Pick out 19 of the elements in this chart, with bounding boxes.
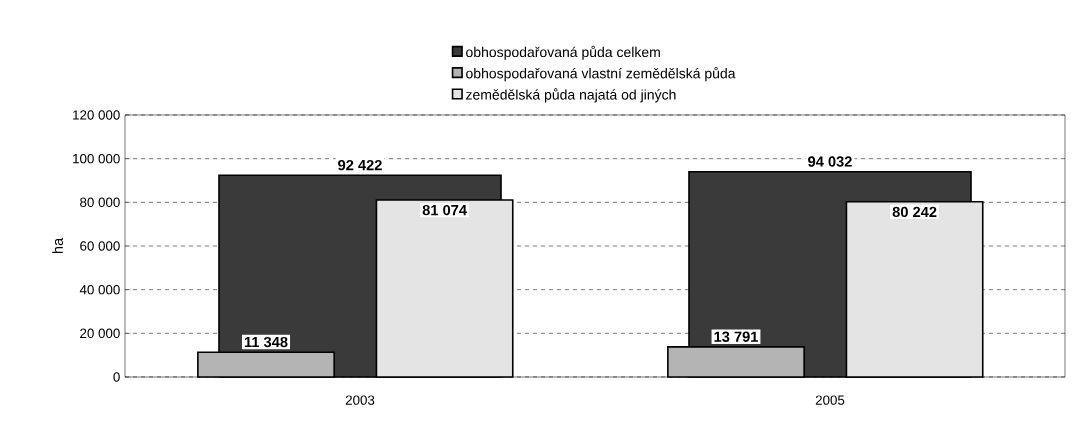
y-tick-label: 0 xyxy=(113,372,120,382)
y-tick-label: 20 000 xyxy=(80,328,120,339)
data-label: 94 032 xyxy=(808,156,852,167)
y-axis-title: ha xyxy=(52,237,63,254)
y-tick-label: 80 000 xyxy=(80,197,120,208)
y-tick-label: 40 000 xyxy=(79,284,120,295)
data-label: 81 074 xyxy=(422,204,467,216)
y-tick-label: 120 000 xyxy=(73,110,120,120)
data-label: 80 242 xyxy=(892,206,937,218)
y-tick-label: 100 000 xyxy=(73,153,120,164)
x-tick-label: 2003 xyxy=(345,395,375,405)
legend-label: obhospodařovaná vlastní zemědělská půda xyxy=(466,66,736,82)
data-label: 13 791 xyxy=(714,331,758,342)
x-tick-label: 2005 xyxy=(815,395,845,405)
data-label: 11 348 xyxy=(244,336,288,348)
legend-label: obhospodařovaná půda celkem xyxy=(466,45,660,60)
legend-label: zemědělská půda najatá od jiných xyxy=(466,88,676,103)
y-tick-label: 60 000 xyxy=(80,241,120,251)
data-label: 92 422 xyxy=(338,159,382,171)
